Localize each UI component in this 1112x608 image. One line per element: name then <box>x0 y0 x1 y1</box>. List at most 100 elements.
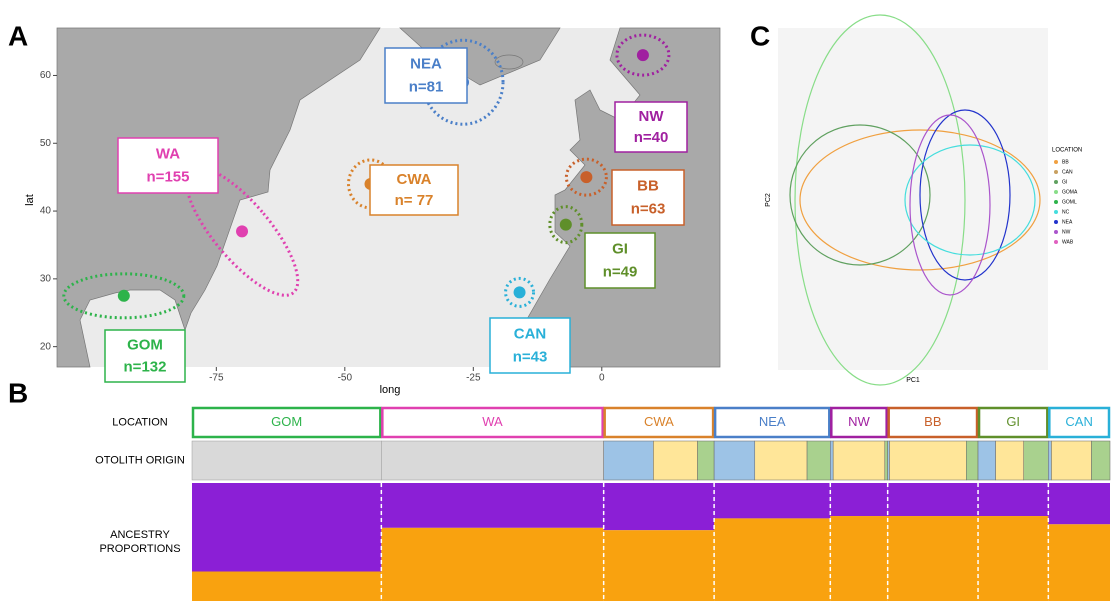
location-name: BB <box>924 414 941 429</box>
y-tick-label: 60 <box>40 70 52 81</box>
otolith-segment <box>653 440 698 481</box>
legend-label: NEA <box>1062 219 1073 225</box>
otolith-segment <box>713 440 756 481</box>
north-america <box>56 27 381 368</box>
location-box <box>191 406 382 439</box>
ancestry-purple <box>381 483 604 528</box>
location-name: WA <box>482 414 503 429</box>
region-count: n=81 <box>409 79 444 96</box>
region-box <box>117 137 219 194</box>
legend-label: GOML <box>1062 199 1077 205</box>
region-name: WA <box>156 145 180 162</box>
region-name: BB <box>637 177 659 194</box>
ancestry-orange <box>192 571 382 601</box>
region-name: NEA <box>410 55 442 72</box>
otolith-segment <box>1091 440 1111 481</box>
region-box <box>104 329 186 383</box>
otolith-segment <box>966 440 979 481</box>
y-tick-label: 20 <box>40 341 52 352</box>
ancestry-purple <box>978 483 1049 517</box>
region-outline <box>564 157 608 197</box>
region-count: n=132 <box>124 358 167 375</box>
site <box>580 171 593 184</box>
otolith-segment <box>995 440 1024 481</box>
panel-label: A <box>8 20 28 51</box>
location-box <box>1048 406 1111 439</box>
region-box <box>584 232 656 289</box>
ellipse <box>799 129 1041 271</box>
x-axis-title: PC1 <box>906 377 920 384</box>
region-count: n=63 <box>631 201 666 218</box>
legend-swatch <box>1054 200 1058 204</box>
legend-swatch <box>1054 160 1058 164</box>
legend-swatch <box>1054 180 1058 184</box>
pca-ellipses <box>789 14 1041 386</box>
ancestry-purple <box>1048 483 1110 525</box>
region-name: CWA <box>397 171 432 188</box>
y-axis-title: PC2 <box>765 193 772 207</box>
y-tick-label: 40 <box>40 206 52 217</box>
site <box>636 49 649 62</box>
otolith-segment <box>1048 440 1052 481</box>
region-box <box>614 101 688 153</box>
ellipse <box>789 124 931 266</box>
otolith-segment <box>697 440 715 481</box>
location-box <box>603 406 715 439</box>
ancestry-purple <box>887 483 979 517</box>
y-tick-label: 30 <box>40 274 52 285</box>
legend-label: GI <box>1062 179 1067 185</box>
otolith-segment <box>889 440 967 481</box>
x-axis-title: long <box>380 384 401 396</box>
location-box <box>887 406 979 439</box>
ancestry-purple <box>603 483 715 531</box>
legend-label: NW <box>1062 229 1071 235</box>
legend-swatch <box>1054 230 1058 234</box>
region-outline <box>421 38 505 126</box>
x-tick-label: 0 <box>599 373 605 384</box>
legend-swatch <box>1054 240 1058 244</box>
legend-label: CAN <box>1062 169 1073 175</box>
region-box <box>369 164 459 216</box>
panel-label: B <box>8 377 28 408</box>
otolith-unknown <box>381 440 604 481</box>
otolith-segment <box>887 440 890 481</box>
legend-swatch <box>1054 220 1058 224</box>
region-outline <box>615 33 671 77</box>
ellipse <box>919 109 1011 281</box>
otolith-unknown <box>191 440 382 481</box>
location-name: CAN <box>1065 414 1092 429</box>
pca-background <box>778 28 1048 370</box>
y-tick-label: 50 <box>40 138 52 149</box>
ellipse <box>794 14 966 386</box>
region-box <box>611 169 685 226</box>
iceland <box>494 54 524 70</box>
otolith-segment <box>884 440 888 481</box>
ancestry-orange <box>381 527 604 601</box>
location-name: GI <box>1006 414 1020 429</box>
region-count: n=40 <box>634 129 669 146</box>
site <box>559 218 572 231</box>
ancestry-orange <box>978 516 1049 601</box>
x-tick-label: -25 <box>466 373 481 384</box>
panel-label: C <box>750 20 770 51</box>
site <box>236 225 249 238</box>
location-name: CWA <box>644 414 674 429</box>
location-box <box>830 406 888 439</box>
region-count: n=155 <box>147 169 190 186</box>
region-outline <box>548 205 584 245</box>
location-name: NW <box>848 414 870 429</box>
location-name: NEA <box>759 414 786 429</box>
region-outline <box>184 166 300 297</box>
region-box <box>384 47 468 104</box>
region-count: n=43 <box>513 349 548 366</box>
region-name: CAN <box>514 325 547 342</box>
y-axis-title: lat <box>24 194 36 206</box>
otolith-segment <box>830 440 834 481</box>
legend-title: LOCATION <box>1052 148 1082 154</box>
region-name: NW <box>639 108 665 125</box>
legend-swatch <box>1054 190 1058 194</box>
legend-label: GOMA <box>1062 189 1078 195</box>
otolith-segment <box>1023 440 1049 481</box>
ancestry-orange <box>603 530 715 601</box>
